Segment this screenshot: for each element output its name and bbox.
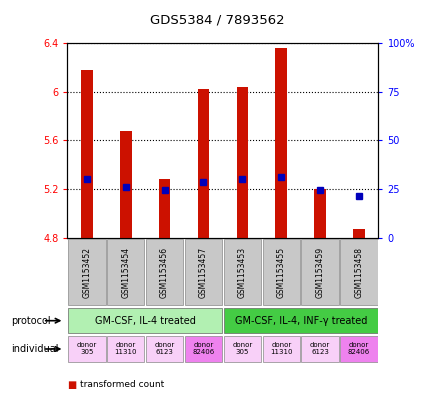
Bar [146, 336, 183, 362]
Text: GSM1153456: GSM1153456 [160, 246, 169, 298]
Bar [223, 308, 377, 333]
Bar [107, 336, 144, 362]
Bar [223, 336, 260, 362]
Text: GM-CSF, IL-4, INF-γ treated: GM-CSF, IL-4, INF-γ treated [234, 316, 366, 326]
Bar [223, 239, 260, 305]
Bar [184, 239, 222, 305]
Bar [81, 70, 92, 238]
Text: donor
11310: donor 11310 [270, 342, 292, 356]
Text: GSM1153459: GSM1153459 [315, 246, 324, 298]
Bar [184, 336, 222, 362]
Bar [197, 90, 209, 238]
Bar [301, 239, 338, 305]
Text: GDS5384 / 7893562: GDS5384 / 7893562 [150, 14, 284, 27]
Text: GSM1153458: GSM1153458 [354, 247, 363, 298]
Bar [68, 336, 105, 362]
Bar [339, 336, 377, 362]
Text: protocol: protocol [11, 316, 50, 326]
Text: transformed count: transformed count [80, 380, 164, 389]
Bar [120, 131, 131, 238]
Text: ■: ■ [67, 380, 76, 390]
Bar [236, 87, 248, 238]
Bar [262, 239, 299, 305]
Text: GM-CSF, IL-4 treated: GM-CSF, IL-4 treated [95, 316, 195, 326]
Text: GSM1153454: GSM1153454 [121, 246, 130, 298]
Bar [301, 336, 338, 362]
Bar [314, 189, 325, 238]
Text: donor
11310: donor 11310 [114, 342, 137, 356]
Bar [146, 239, 183, 305]
Text: individual: individual [11, 344, 58, 354]
Text: GSM1153457: GSM1153457 [198, 246, 207, 298]
Bar [68, 308, 222, 333]
Bar [107, 239, 144, 305]
Bar [339, 239, 377, 305]
Text: donor
82406: donor 82406 [192, 342, 214, 356]
Text: donor
6123: donor 6123 [309, 342, 329, 356]
Bar [158, 179, 170, 238]
Text: donor
305: donor 305 [76, 342, 97, 356]
Bar [352, 229, 364, 238]
Text: donor
6123: donor 6123 [154, 342, 174, 356]
Bar [68, 239, 105, 305]
Bar [275, 48, 286, 238]
Text: GSM1153455: GSM1153455 [276, 246, 285, 298]
Text: donor
305: donor 305 [232, 342, 252, 356]
Text: donor
82406: donor 82406 [347, 342, 369, 356]
Text: GSM1153453: GSM1153453 [237, 246, 247, 298]
Bar [262, 336, 299, 362]
Text: GSM1153452: GSM1153452 [82, 247, 91, 298]
